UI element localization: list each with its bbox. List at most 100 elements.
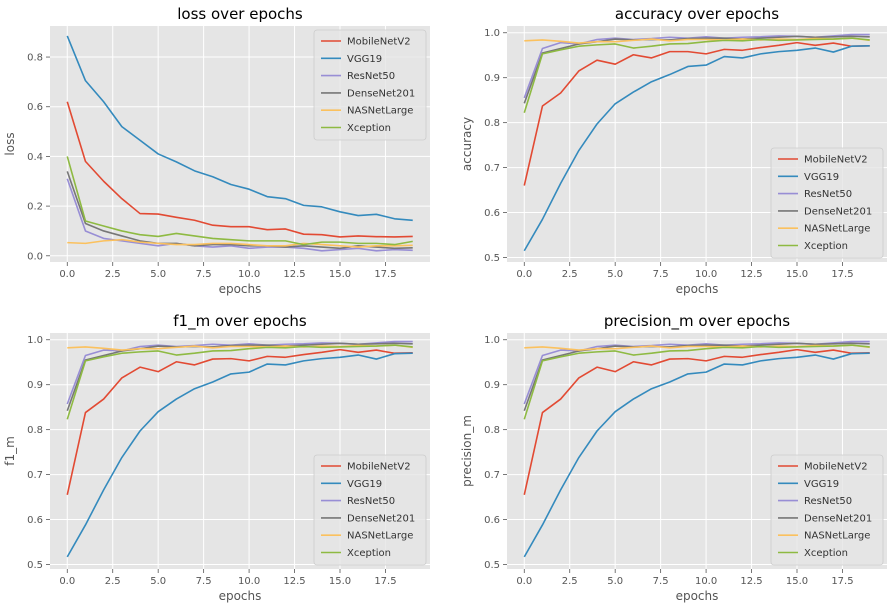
legend-label: MobileNetV2 (347, 37, 411, 48)
y-tick-label: 1.0 (484, 335, 500, 346)
series-line-mobilenetv2 (66, 348, 413, 496)
x-tick-label: 10.0 (238, 269, 260, 280)
series-line-mobilenetv2 (66, 101, 413, 238)
legend-label: NASNetLarge (347, 106, 413, 117)
series-line-nasnetlarge (524, 344, 870, 351)
x-axis-label: epochs (219, 282, 262, 296)
y-axis-label: loss (3, 132, 17, 155)
legend-label: VGG19 (347, 54, 382, 65)
series-line-xception (66, 344, 413, 420)
y-tick-label: 1.0 (484, 28, 500, 39)
y-tick-label: 0.6 (27, 515, 43, 526)
y-tick-label: 0.8 (484, 118, 500, 129)
y-tick-label: 0.7 (27, 470, 43, 481)
x-tick-label: 0.0 (516, 576, 532, 587)
x-tick-label: 7.5 (196, 576, 212, 587)
y-axis-label: precision_m (460, 415, 474, 487)
x-tick-label: 15.0 (786, 576, 808, 587)
y-tick-label: 0.5 (27, 560, 43, 571)
series-line-nasnetlarge (67, 238, 413, 248)
x-tick-label: 7.5 (196, 269, 212, 280)
series-line-resnet50 (66, 178, 413, 252)
chart-title: precision_m over epochs (604, 312, 790, 331)
subplot-accuracy: 0.0 2.5 5.0 7.5 10.0 12.5 15.0 17.5 0.5 0.6 0.7 0.8… (460, 5, 887, 296)
chart-title: accuracy over epochs (615, 5, 779, 23)
x-tick-label: 12.5 (283, 269, 305, 280)
y-axis-label: f1_m (3, 436, 17, 466)
x-tick-label: 2.5 (562, 269, 578, 280)
x-tick-label: 5.0 (150, 269, 166, 280)
x-tick-label: 17.5 (831, 576, 853, 587)
legend-label: VGG19 (804, 479, 839, 490)
series-line-nasnetlarge (67, 344, 413, 351)
x-tick-label: 5.0 (150, 576, 166, 587)
legend-box (770, 454, 884, 566)
y-tick-label: 0.6 (484, 515, 500, 526)
legend: MobileNetV2 VGG19 ResNet50 DenseNet201 NASNe… (770, 454, 884, 566)
series-line-nasnetlarge (524, 37, 870, 44)
x-tick-label: 5.0 (607, 576, 623, 587)
series-line-xception (523, 37, 870, 113)
legend-label: MobileNetV2 (804, 155, 868, 166)
y-axis-label: accuracy (460, 117, 474, 171)
y-tick-label: 0.5 (484, 253, 500, 264)
y-tick-label: 1.0 (27, 335, 43, 346)
y-tick-label: 0.0 (27, 251, 43, 262)
x-tick-label: 17.5 (374, 269, 396, 280)
y-tick-label: 0.8 (484, 425, 500, 436)
x-tick-label: 2.5 (105, 269, 121, 280)
legend-label: Xception (804, 548, 848, 559)
legend-label: NASNetLarge (347, 531, 413, 542)
legend-box (313, 454, 427, 566)
y-tick-label: 0.9 (484, 73, 500, 84)
chart-title: f1_m over epochs (173, 312, 307, 331)
legend: MobileNetV2 VGG19 ResNet50 DenseNet201 NASNe… (770, 147, 884, 259)
y-tick-label: 0.9 (27, 380, 43, 391)
y-tick-label: 0.7 (484, 163, 500, 174)
legend-label: DenseNet201 (347, 88, 415, 99)
x-tick-label: 15.0 (786, 269, 808, 280)
legend-label: VGG19 (804, 172, 839, 183)
legend-box (313, 29, 427, 141)
y-tick-label: 0.4 (27, 152, 43, 163)
x-tick-label: 2.5 (105, 576, 121, 587)
y-tick-label: 0.2 (27, 202, 43, 213)
x-axis-label: epochs (219, 589, 262, 603)
legend-label: DenseNet201 (804, 513, 872, 524)
legend-label: Xception (347, 123, 391, 134)
x-tick-label: 15.0 (329, 269, 351, 280)
x-tick-label: 12.5 (283, 576, 305, 587)
subplot-loss: 0.0 2.5 5.0 7.5 10.0 12.5 15.0 17.5 0.0 0.2 0.4 0.6… (3, 5, 430, 296)
series-line-xception (66, 156, 413, 246)
legend-label: Xception (347, 548, 391, 559)
x-tick-label: 7.5 (653, 269, 669, 280)
y-tick-label: 0.9 (484, 380, 500, 391)
y-tick-label: 0.8 (27, 425, 43, 436)
legend-label: ResNet50 (347, 496, 395, 507)
y-tick-label: 0.5 (484, 560, 500, 571)
legend: MobileNetV2 VGG19 ResNet50 DenseNet201 NASNe… (313, 29, 427, 141)
x-tick-label: 12.5 (740, 576, 762, 587)
subplot-precision-m: 0.0 2.5 5.0 7.5 10.0 12.5 15.0 17.5 0.5 0.6 0.7 0.8… (460, 312, 887, 603)
legend-label: VGG19 (347, 479, 382, 490)
series-line-xception (523, 344, 870, 420)
legend-label: NASNetLarge (804, 224, 870, 235)
x-tick-label: 2.5 (562, 576, 578, 587)
x-tick-label: 5.0 (607, 269, 623, 280)
legend-label: Xception (804, 241, 848, 252)
x-tick-label: 0.0 (59, 576, 75, 587)
x-axis-label: epochs (676, 282, 719, 296)
subplot-f1-m: 0.0 2.5 5.0 7.5 10.0 12.5 15.0 17.5 0.5 0.6 0.7 0.8… (3, 312, 430, 603)
x-tick-label: 17.5 (374, 576, 396, 587)
x-tick-label: 15.0 (329, 576, 351, 587)
x-tick-label: 12.5 (740, 269, 762, 280)
series-line-mobilenetv2 (523, 348, 870, 496)
legend-label: ResNet50 (804, 496, 852, 507)
legend-label: ResNet50 (347, 71, 395, 82)
series-line-vgg19 (523, 44, 870, 252)
series-line-vgg19 (66, 352, 413, 558)
y-tick-label: 0.8 (27, 53, 43, 64)
legend-label: DenseNet201 (347, 513, 415, 524)
x-tick-label: 10.0 (238, 576, 260, 587)
series-line-vgg19 (523, 352, 870, 558)
